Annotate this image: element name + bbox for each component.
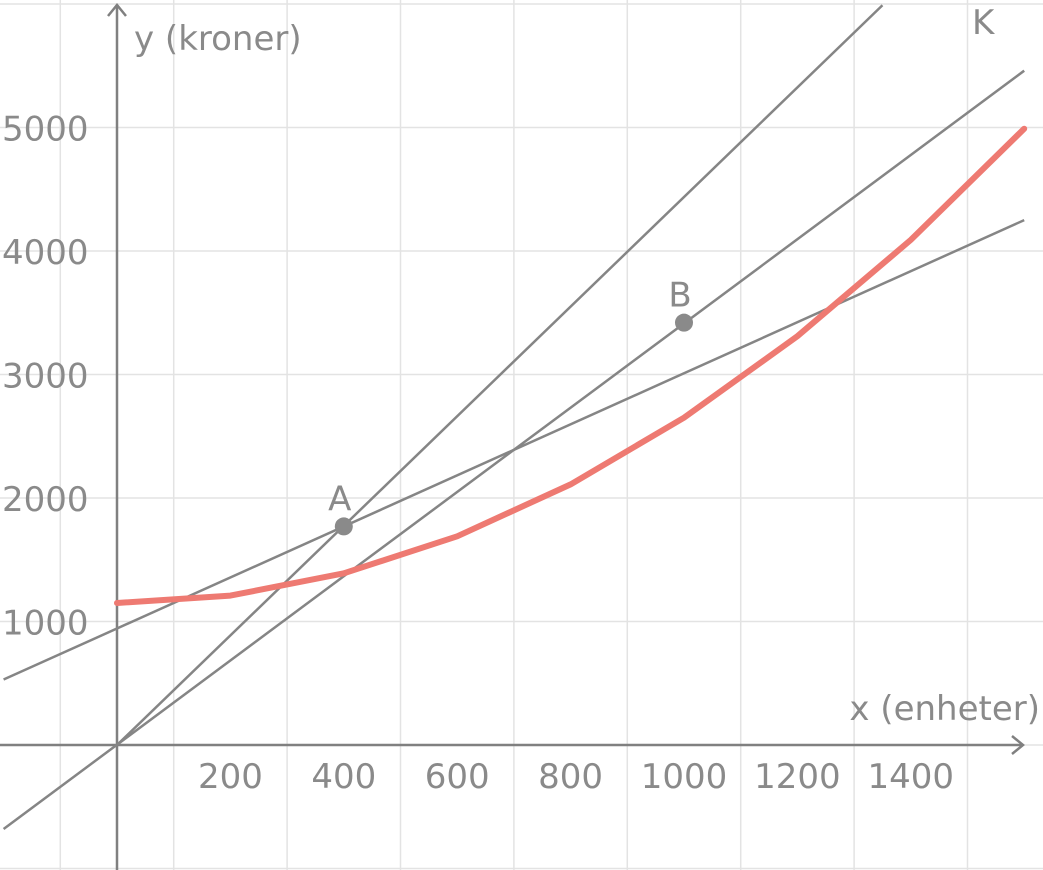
y-tick-label: 2000 xyxy=(2,480,89,520)
x-tick-label: 600 xyxy=(425,757,490,797)
point-a xyxy=(334,517,353,536)
x-tick-label: 800 xyxy=(538,757,603,797)
straight-line xyxy=(116,4,884,746)
straight-line xyxy=(2,69,1025,830)
point-b xyxy=(675,313,693,332)
point-label: B xyxy=(668,276,691,316)
x-tick-label: 400 xyxy=(311,757,376,797)
y-tick-label: 1000 xyxy=(2,604,89,644)
curve xyxy=(114,125,1028,606)
x-tick-label: 1400 xyxy=(868,757,955,797)
y-tick-label: 3000 xyxy=(2,357,89,397)
x-tick-label: 1200 xyxy=(754,757,841,797)
axes xyxy=(0,3,1025,870)
x-tick-label: 1000 xyxy=(641,757,728,797)
x-tick-label: 200 xyxy=(198,757,263,797)
y-axis-arrow xyxy=(107,3,127,17)
points xyxy=(334,313,693,536)
lines xyxy=(2,4,1025,830)
y-tick-label: 4000 xyxy=(2,233,89,273)
curve-label: K xyxy=(972,3,996,43)
x-axis-label: x (enheter) xyxy=(849,689,1040,729)
y-axis-label: y (kroner) xyxy=(134,19,302,59)
point-label: A xyxy=(328,479,351,519)
labels: 200 400 600 800 1000 1200 1400 1000 2000 3000 4000… xyxy=(2,3,1040,797)
y-tick-label: 5000 xyxy=(2,110,89,150)
curve-k xyxy=(114,125,1028,606)
x-axis-arrow xyxy=(1011,735,1025,755)
